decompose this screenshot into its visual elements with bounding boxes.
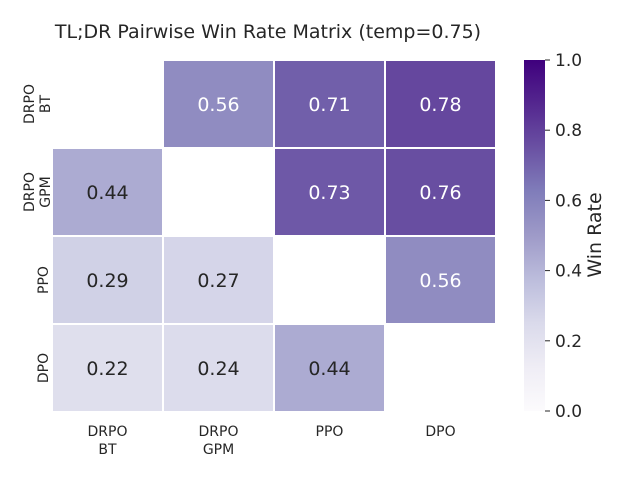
col-tick-label: PPO	[316, 424, 344, 440]
row-tick-label: DRPO GPM	[22, 172, 54, 212]
colorbar	[524, 60, 545, 411]
heatmap-cell	[384, 235, 497, 325]
heatmap-cell	[162, 235, 275, 325]
colorbar-tick-label: 0.8	[555, 121, 582, 141]
row-tick-text: DPO	[36, 353, 52, 383]
col-tick-text: DRPO	[199, 424, 239, 440]
col-tick-text: DPO	[425, 424, 455, 440]
row-tick-text: BT	[38, 94, 54, 113]
heatmap-cell	[273, 59, 386, 149]
cell-value-label: 0.71	[308, 94, 350, 116]
colorbar-ticks: 0.0 0.2 0.4 0.6 0.8 1.0	[545, 51, 582, 422]
cell-value-label: 0.56	[197, 94, 239, 116]
cell-value-label: 0.44	[86, 182, 128, 204]
heatmap-cell	[51, 147, 164, 237]
colorbar-label: Win Rate	[584, 192, 606, 277]
col-tick-text: GPM	[203, 442, 234, 458]
cell-value-label: 0.76	[419, 182, 461, 204]
col-tick-label: DPO	[425, 424, 455, 440]
heatmap-cell	[384, 59, 497, 149]
cell-value-label: 0.56	[419, 270, 461, 292]
chart-title: TL;DR Pairwise Win Rate Matrix (temp=0.7…	[54, 21, 481, 43]
heatmap-cell	[273, 323, 386, 413]
colorbar-tick-label: 0.4	[555, 262, 582, 282]
col-tick-label: DRPO BT	[88, 424, 128, 458]
heatmap-cell	[51, 323, 164, 413]
cell-value-label: 0.29	[86, 270, 128, 292]
col-tick-text: DRPO	[88, 424, 128, 440]
row-tick-label: DRPO BT	[22, 84, 54, 124]
row-tick-label: PPO	[36, 266, 52, 294]
cell-value-label: 0.27	[197, 270, 239, 292]
heatmap-cell	[273, 147, 386, 237]
heatmap-cells: 0.56 0.71 0.78 0.44 0.73 0.76 0.29 0.27 0.56 0.22…	[51, 59, 497, 413]
cell-value-label: 0.22	[86, 358, 128, 380]
col-tick-labels: DRPO BT DRPO GPM PPO DPO	[88, 424, 456, 458]
col-tick-text: PPO	[316, 424, 344, 440]
col-tick-text: BT	[98, 442, 117, 458]
colorbar-tick-label: 0.0	[555, 402, 582, 422]
colorbar-tick-label: 0.2	[555, 332, 582, 352]
col-tick-label: DRPO GPM	[199, 424, 239, 458]
row-tick-text: GPM	[38, 176, 54, 207]
cell-value-label: 0.44	[308, 358, 350, 380]
colorbar-tick-label: 0.6	[555, 191, 582, 211]
cell-value-label: 0.78	[419, 94, 461, 116]
colorbar-tick-label: 1.0	[555, 51, 582, 71]
row-tick-text: DRPO	[22, 84, 38, 124]
heatmap-cell	[162, 59, 275, 149]
row-tick-text: PPO	[36, 266, 52, 294]
row-tick-label: DPO	[36, 353, 52, 383]
cell-value-label: 0.73	[308, 182, 350, 204]
cell-value-label: 0.24	[197, 358, 239, 380]
row-tick-text: DRPO	[22, 172, 38, 212]
heatmap-cell	[384, 147, 497, 237]
